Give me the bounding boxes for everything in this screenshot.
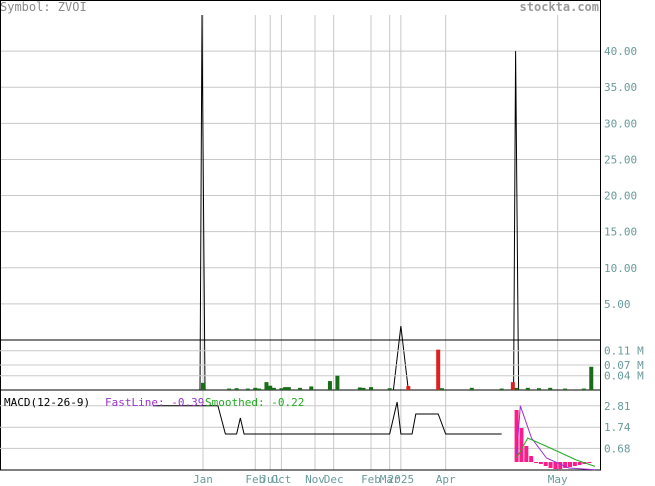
volume-bar	[525, 387, 530, 390]
x-tick-label: Feb	[245, 473, 265, 486]
macd-histogram-bar	[514, 410, 519, 462]
chart-frame	[0, 0, 601, 471]
price-tick-label: 35.00	[604, 81, 637, 94]
price-tick-label: 5.00	[604, 298, 631, 311]
volume-bar	[361, 387, 366, 390]
price-line	[513, 51, 520, 391]
price-tick-label: 30.00	[604, 117, 637, 130]
macd-histogram-bar	[563, 462, 568, 468]
macd-fast-line	[516, 405, 596, 471]
volume-bar	[499, 388, 504, 390]
volume-bar	[264, 382, 269, 390]
price-line	[199, 14, 206, 391]
x-tick-label: 2025	[388, 473, 415, 486]
macd-histogram-bar	[548, 462, 553, 468]
macd-tick-label: 1.74	[604, 421, 631, 434]
macd-fast-label: FastLine: -0.39	[105, 396, 204, 409]
volume-bar	[283, 387, 288, 390]
macd-histogram-bar	[529, 456, 534, 462]
price-tick-label: 20.00	[604, 190, 637, 203]
x-tick-label: Jan	[193, 473, 213, 486]
volume-bar	[387, 388, 392, 390]
price-tick-label: 25.00	[604, 153, 637, 166]
volume-bar	[309, 386, 314, 390]
volume-bar	[298, 387, 303, 390]
macd-histogram-bar	[524, 446, 529, 462]
site-watermark: stockta.com	[519, 0, 599, 14]
volume-bar	[253, 387, 258, 390]
price-tick-label: 10.00	[604, 262, 637, 275]
price-tick-label: 40.00	[604, 45, 637, 58]
macd-histogram-bar	[572, 462, 577, 466]
volume-bar	[439, 388, 444, 390]
macd-histogram-bar	[587, 462, 592, 463]
volume-tick-label: 0.04 M	[604, 370, 644, 383]
volume-bar	[279, 388, 284, 390]
symbol-label: Symbol: ZVOI	[0, 0, 87, 14]
macd-base-line	[153, 401, 502, 435]
macd-histogram-bar	[519, 428, 524, 462]
x-tick-label: Feb	[361, 473, 381, 486]
volume-bar	[548, 387, 553, 390]
x-tick-label: Jul	[260, 473, 280, 486]
volume-bar	[510, 382, 515, 390]
x-tick-label: Mar	[380, 473, 400, 486]
macd-histogram-bar	[538, 462, 543, 464]
x-tick-label: May	[548, 473, 568, 486]
volume-bar	[563, 388, 568, 390]
volume-bar	[469, 387, 474, 390]
macd-tick-label: 2.81	[604, 400, 631, 413]
macd-title: MACD(12-26-9)	[4, 396, 90, 409]
macd-histogram-bar	[567, 462, 572, 467]
volume-bar	[537, 388, 541, 390]
volume-tick-label: 0.11 M	[604, 345, 644, 358]
macd-histogram-bar	[543, 462, 548, 466]
volume-bar	[327, 381, 332, 390]
price-line	[392, 325, 409, 391]
volume-bar	[335, 375, 340, 390]
volume-bar	[268, 385, 273, 390]
volume-bar	[581, 388, 586, 390]
volume-bar	[286, 387, 291, 390]
price-tick-label: 15.00	[604, 226, 637, 239]
volume-bar	[227, 388, 232, 390]
x-tick-label: Oct	[271, 473, 291, 486]
macd-histogram-bar	[577, 462, 582, 465]
volume-bar	[271, 387, 276, 390]
volume-tick-label: 0.07 M	[604, 359, 644, 372]
volume-bar	[234, 388, 239, 390]
x-tick-label: Dec	[324, 473, 344, 486]
macd-histogram-bar	[553, 462, 558, 469]
macd-histogram-bar	[558, 462, 563, 469]
volume-bar	[201, 382, 205, 390]
volume-bar	[357, 387, 362, 390]
volume-bar	[257, 388, 261, 390]
volume-bar	[406, 386, 411, 390]
volume-bar	[514, 387, 519, 390]
macd-smooth-label: Smoothed: -0.22	[205, 396, 304, 409]
volume-bar	[436, 349, 441, 390]
x-tick-label: Nov	[305, 473, 325, 486]
volume-bar	[245, 388, 250, 390]
volume-bar	[589, 366, 594, 390]
macd-smooth-line	[516, 437, 596, 467]
x-tick-label: Apr	[436, 473, 456, 486]
macd-tick-label: 0.68	[604, 442, 631, 455]
macd-histogram-bar	[534, 462, 539, 463]
volume-bar	[369, 387, 373, 390]
